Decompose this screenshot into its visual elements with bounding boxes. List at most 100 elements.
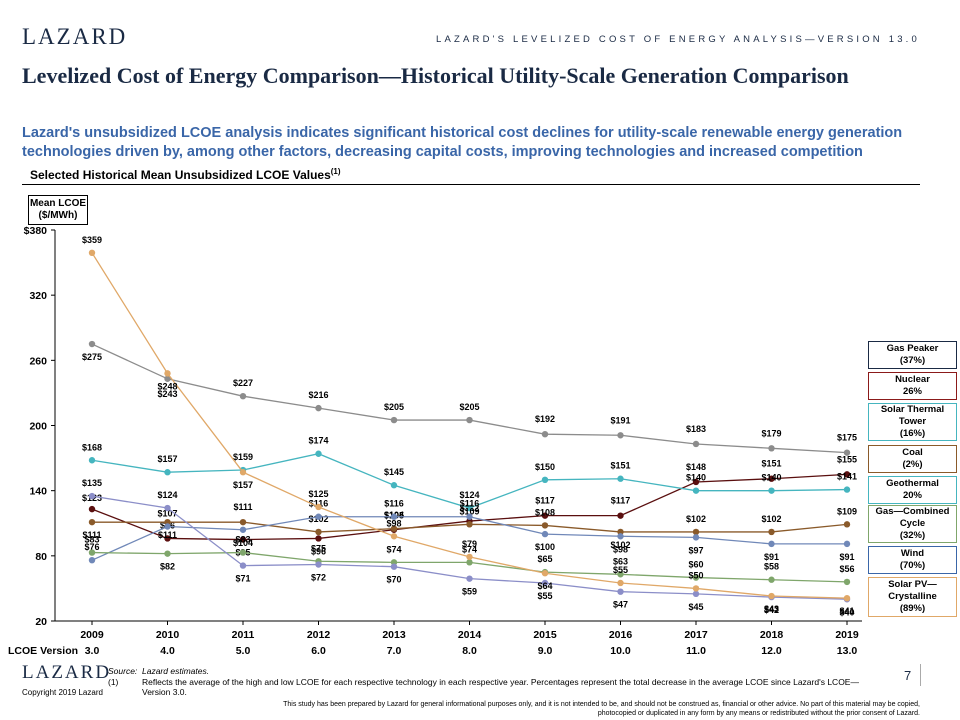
data-label: $55 bbox=[613, 565, 628, 575]
legend-item: Solar Thermal Tower (16%) bbox=[868, 403, 957, 441]
data-label: $64 bbox=[537, 581, 552, 591]
data-label: $70 bbox=[386, 575, 401, 585]
data-point bbox=[390, 533, 398, 540]
data-label: $140 bbox=[761, 473, 781, 483]
y-tick-label: 140 bbox=[29, 486, 47, 498]
data-point bbox=[843, 521, 851, 528]
data-point bbox=[541, 570, 549, 577]
data-label: $79 bbox=[462, 539, 477, 549]
data-label: $148 bbox=[686, 462, 706, 472]
data-point bbox=[843, 540, 851, 548]
data-point bbox=[315, 450, 322, 457]
legend-name: Gas Peaker bbox=[886, 343, 939, 354]
data-point bbox=[768, 487, 775, 494]
data-point bbox=[466, 559, 473, 566]
data-label: $45 bbox=[688, 602, 703, 612]
data-label: $108 bbox=[535, 507, 555, 517]
data-label: $42 bbox=[764, 605, 779, 615]
data-label: $183 bbox=[686, 424, 706, 434]
data-label: $192 bbox=[535, 414, 555, 424]
data-point bbox=[239, 518, 247, 526]
data-label: $141 bbox=[837, 472, 857, 482]
legend-name-line2: Tower bbox=[898, 416, 927, 427]
data-label: $111 bbox=[233, 502, 252, 512]
data-point bbox=[541, 522, 549, 529]
legend-percent: (89%) bbox=[899, 603, 926, 614]
data-label: $116 bbox=[309, 499, 329, 509]
data-label: $175 bbox=[837, 433, 857, 443]
data-point bbox=[315, 503, 322, 511]
lcoe-version-value: 7.0 bbox=[387, 645, 402, 657]
data-label: $65 bbox=[537, 554, 552, 564]
data-label: $50 bbox=[688, 570, 703, 580]
x-tick-label: 2009 bbox=[80, 629, 104, 641]
data-point bbox=[315, 535, 322, 542]
data-point bbox=[164, 535, 171, 542]
data-point bbox=[768, 576, 775, 583]
data-point bbox=[768, 528, 775, 536]
data-point bbox=[843, 578, 851, 586]
note-line: (1) Reflects the average of the high and … bbox=[108, 677, 888, 698]
footnotes: Source: Lazard estimates. (1) Reflects the… bbox=[108, 666, 888, 698]
data-point bbox=[466, 575, 473, 582]
data-label: $157 bbox=[157, 454, 177, 464]
data-point bbox=[88, 249, 96, 257]
data-label: $125 bbox=[308, 489, 328, 499]
data-point bbox=[239, 549, 247, 556]
data-point bbox=[239, 526, 247, 533]
data-label: $359 bbox=[82, 235, 102, 245]
legend-percent: (32%) bbox=[899, 530, 926, 541]
section-title: Selected Historical Mean Unsubsidized LC… bbox=[30, 167, 341, 182]
y-tick-label: 80 bbox=[35, 551, 47, 563]
data-point bbox=[768, 445, 775, 452]
data-label: $243 bbox=[157, 389, 177, 399]
data-label: $111 bbox=[82, 530, 101, 540]
data-label: $102 bbox=[610, 540, 630, 550]
data-label: $151 bbox=[761, 459, 781, 469]
legend-percent: 26% bbox=[902, 386, 922, 397]
data-label: $117 bbox=[611, 496, 631, 506]
data-point bbox=[88, 457, 96, 464]
y-tick-label: 320 bbox=[29, 290, 47, 302]
data-point bbox=[466, 513, 473, 520]
data-point bbox=[164, 523, 171, 530]
legend-item: Solar PV— Crystalline (89%) bbox=[868, 577, 957, 617]
data-point bbox=[692, 440, 700, 448]
data-point bbox=[617, 432, 624, 439]
data-point bbox=[617, 512, 624, 519]
legend-name: Wind bbox=[900, 548, 925, 559]
data-point bbox=[768, 475, 775, 482]
y-tick-label: 200 bbox=[29, 421, 47, 433]
section-title-footnote: (1) bbox=[330, 167, 341, 176]
copyright: Copyright 2019 Lazard bbox=[22, 688, 103, 697]
lcoe-version-value: 12.0 bbox=[761, 645, 782, 657]
data-label: $124 bbox=[157, 490, 177, 500]
data-label: $58 bbox=[764, 562, 779, 572]
data-label: $145 bbox=[384, 467, 404, 477]
data-label: $107 bbox=[157, 509, 177, 519]
data-point bbox=[88, 492, 96, 500]
lcoe-version-value: 13.0 bbox=[837, 645, 858, 657]
lcoe-version-value: 4.0 bbox=[160, 645, 175, 657]
data-point bbox=[617, 588, 624, 595]
data-label: $155 bbox=[837, 454, 857, 464]
data-label: $191 bbox=[610, 415, 630, 425]
data-label: $102 bbox=[686, 514, 706, 524]
data-point bbox=[164, 504, 171, 512]
data-point bbox=[164, 469, 171, 476]
data-point bbox=[768, 592, 775, 600]
data-point bbox=[239, 536, 247, 543]
lcoe-version-label: LCOE Version bbox=[8, 645, 78, 657]
header-report-title: LAZARD'S LEVELIZED COST OF ENERGY ANALYS… bbox=[435, 34, 920, 45]
lcoe-version-value: 10.0 bbox=[610, 645, 631, 657]
lazard-logo: LAZARD bbox=[22, 24, 128, 49]
legend-name: Coal bbox=[902, 447, 923, 458]
legend-item: Wind (70%) bbox=[868, 546, 957, 574]
note-number: (1) bbox=[108, 676, 119, 687]
legend-item: Gas—Combined Cycle (32%) bbox=[868, 505, 957, 543]
data-point bbox=[843, 486, 851, 493]
data-point bbox=[164, 375, 171, 382]
data-point bbox=[390, 482, 398, 489]
data-point bbox=[164, 370, 171, 377]
x-tick-label: 2013 bbox=[382, 629, 406, 641]
